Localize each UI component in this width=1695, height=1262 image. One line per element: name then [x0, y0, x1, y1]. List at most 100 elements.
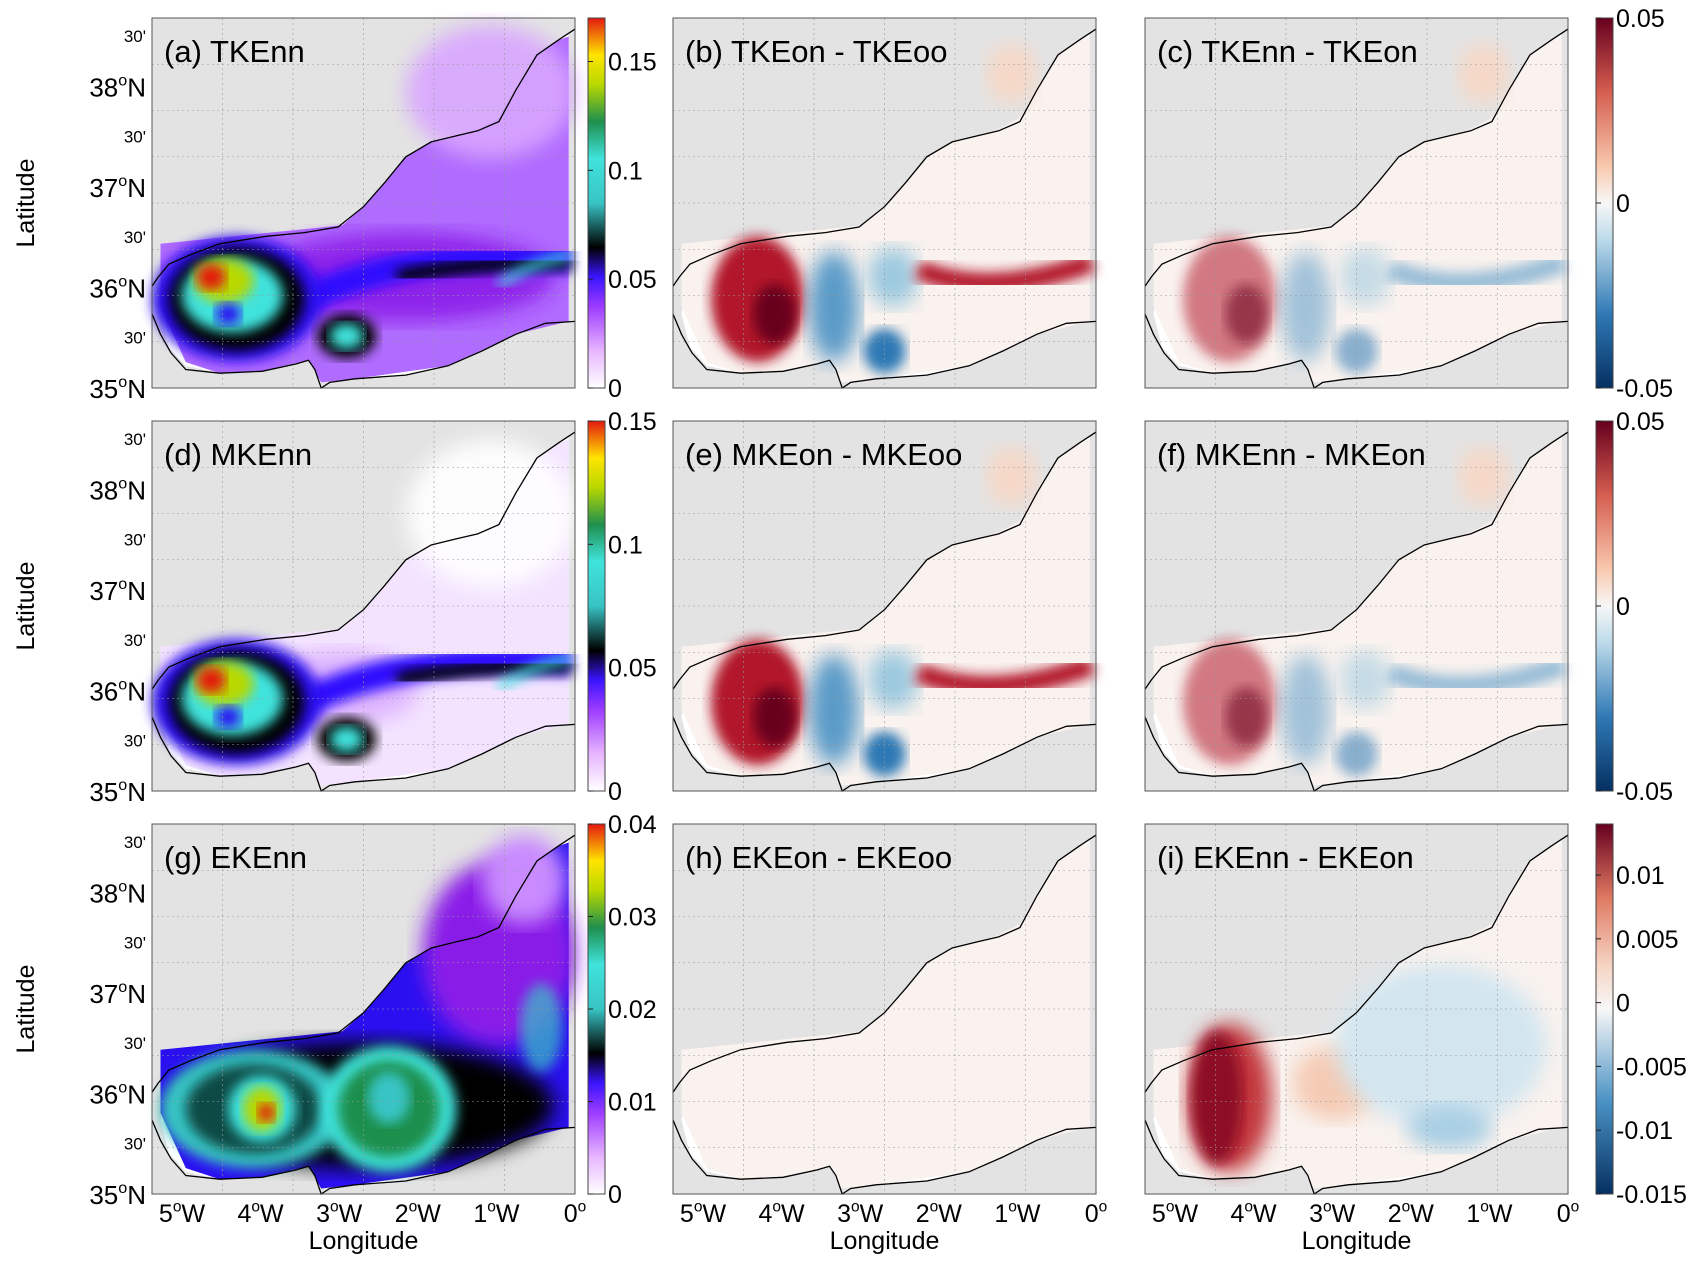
south-coastline [672, 313, 1097, 390]
north-coastline [151, 431, 576, 690]
south-coastline [1144, 313, 1569, 390]
panel-title: (f) MKEnn - MKEon [1157, 437, 1426, 472]
gyre-west-peak [257, 1103, 275, 1122]
panel-d: (d) MKEnn 30' 38oN 30' 37oN 30' 36oN 30' 35oN Lat… [12, 408, 657, 807]
anomaly-north [986, 446, 1037, 507]
anomaly-west-core [1225, 687, 1268, 747]
south-coastline [1144, 716, 1569, 792]
axes-frame [151, 823, 576, 1195]
lon-tick-label: 2oW [916, 1199, 963, 1229]
north-coastline [672, 431, 1097, 690]
colorbar [587, 420, 606, 792]
anomaly-south [1335, 731, 1378, 777]
panel-i: (i) EKEnn - EKEon 5oW 4oW 3oW 2oW 1oW 0o Longit… [1144, 823, 1687, 1255]
lat-tick-label: 38oN [89, 71, 146, 102]
anomaly-blue [1280, 251, 1332, 363]
lat-tick-label: 35oN [89, 776, 146, 807]
panel-h: (h) EKEon - EKEoo 5oW 4oW 3oW 2oW 1oW 0o Longit… [672, 823, 1108, 1255]
colorbar-tick-label: 0 [608, 375, 622, 403]
field-patch [405, 25, 575, 159]
lat-tick-label: 30' [124, 1034, 146, 1053]
panel-title: (c) TKEnn - TKEon [1157, 34, 1418, 69]
lon-tick-label: 4oW [1231, 1199, 1278, 1229]
colorbar-tick-label: 0.03 [608, 904, 657, 932]
south-coastline [151, 313, 576, 390]
lon-tick-label: 5oW [680, 1199, 727, 1229]
axes-frame [672, 823, 1097, 1195]
anomaly-east [1407, 1105, 1492, 1150]
lon-tick-label: 0o [1085, 1199, 1108, 1229]
gyre-center [215, 705, 241, 729]
x-axis-label: Longitude [309, 1227, 419, 1255]
lat-tick-label: 30' [124, 531, 146, 550]
colorbar-tick-label: 0.01 [608, 1089, 657, 1117]
axes-frame [1144, 17, 1569, 389]
panel-f: (f) MKEnn - MKEon -0.05 0 0.05 [1144, 408, 1673, 806]
gyre-peak [196, 667, 227, 693]
north-coastline [151, 834, 576, 1093]
anomaly-south [863, 328, 906, 374]
y-axis-label: Latitude [12, 562, 40, 651]
panel-title: (a) TKEnn [164, 34, 305, 69]
colorbar [587, 17, 606, 389]
north-coastline [151, 28, 576, 287]
panel-title: (e) MKEon - MKEoo [685, 437, 962, 472]
north-coastline [1144, 431, 1569, 690]
south-coastline [672, 1119, 1097, 1195]
lon-tick-label: 4oW [759, 1199, 806, 1229]
lon-tick-label: 3oW [837, 1199, 884, 1229]
panel-title: (g) EKEnn [164, 840, 307, 875]
axes-frame [151, 17, 576, 389]
y-axis-label: Latitude [12, 159, 40, 248]
field-patch [520, 983, 563, 1072]
north-coastline [1144, 28, 1569, 287]
lat-tick-label: 30' [124, 1135, 146, 1154]
lat-tick-label: 36oN [89, 1079, 146, 1110]
panel-title: (i) EKEnn - EKEon [1157, 840, 1414, 875]
panel-e: (e) MKEon - MKEoo [672, 420, 1097, 792]
lon-tick-label: 0o [564, 1199, 587, 1229]
south-coastline [151, 716, 576, 792]
anomaly-west-core [1225, 284, 1268, 344]
lat-tick-label: 30' [124, 430, 146, 449]
south-coastline [1144, 1119, 1569, 1195]
axes-frame [672, 17, 1097, 389]
anomaly-jet [914, 655, 1096, 696]
panel-g: (g) EKEnn 30' 38oN 30' 37oN 30' 36oN 30' 35oN Lat… [12, 811, 657, 1255]
colorbar-tick-label: 0 [1616, 593, 1630, 621]
lon-tick-label: 1oW [473, 1199, 520, 1229]
colorbar-tick-label: 0.05 [608, 266, 657, 294]
lat-tick-label: 38oN [89, 877, 146, 908]
panel-title: (b) TKEon - TKEoo [685, 34, 947, 69]
colorbar-tick-label: 0.05 [608, 655, 657, 683]
colorbar-tick-label: -0.01 [1616, 1117, 1673, 1145]
lat-tick-label: 30' [124, 631, 146, 650]
eddy-east-core [329, 726, 364, 753]
field-patch [481, 835, 567, 924]
anomaly-jet [1386, 252, 1568, 293]
y-axis-label: Latitude [12, 965, 40, 1054]
gyre-peak [196, 264, 227, 290]
colorbar-tick-label: 0.04 [608, 811, 657, 839]
axes-frame [1144, 420, 1569, 792]
colorbar-tick-label: 0 [608, 778, 622, 806]
anomaly-west-core [1191, 1031, 1243, 1165]
colorbar-tick-label: 0 [1616, 190, 1630, 218]
lat-tick-label: 30' [124, 732, 146, 751]
anomaly-south [1335, 328, 1378, 374]
colorbar-tick-label: 0.01 [1616, 862, 1665, 890]
lat-tick-label: 37oN [89, 172, 146, 203]
colorbar-tick-label: 0.05 [1616, 408, 1665, 436]
colorbar-tick-label: 0.005 [1616, 926, 1679, 954]
anomaly-west-core [753, 687, 796, 747]
anomaly-jet [914, 252, 1096, 293]
colorbar-tick-label: 0.02 [608, 996, 657, 1024]
anomaly-north [986, 43, 1037, 104]
lat-tick-label: 36oN [89, 676, 146, 707]
anomaly-jet [1386, 655, 1568, 696]
axes-frame [151, 420, 576, 792]
x-axis-label: Longitude [1302, 1227, 1412, 1255]
anomaly-blue [1339, 650, 1391, 710]
colorbar-tick-label: -0.005 [1616, 1053, 1687, 1081]
